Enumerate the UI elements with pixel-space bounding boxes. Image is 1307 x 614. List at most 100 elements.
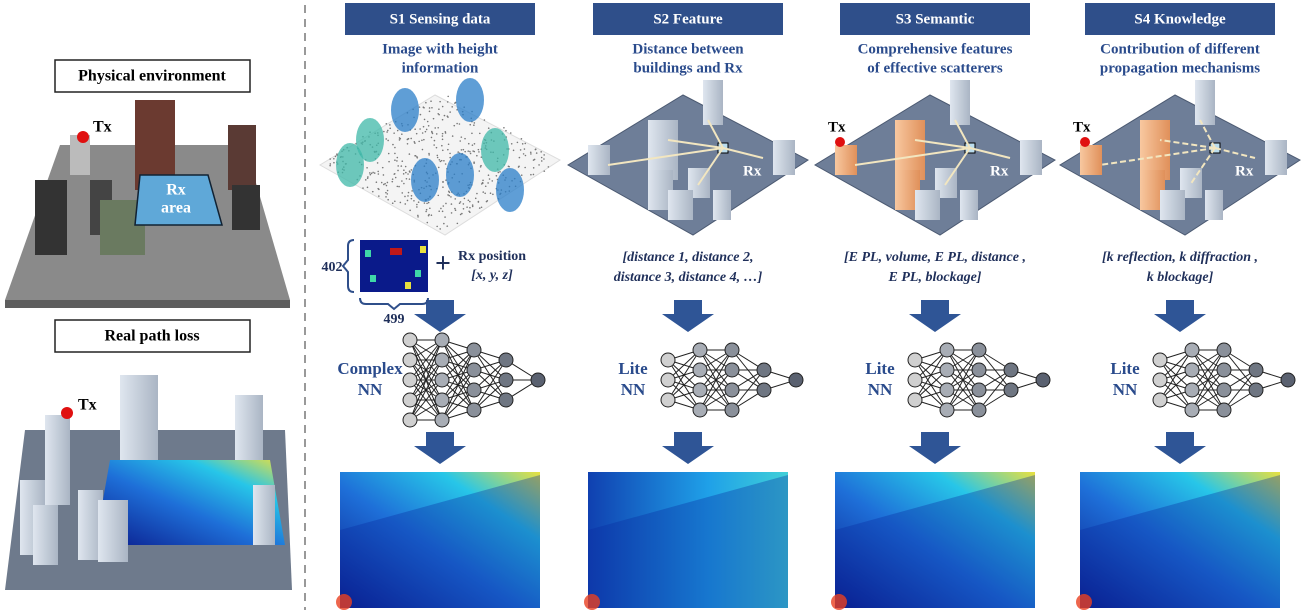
point [533, 167, 535, 169]
point [543, 154, 545, 156]
scene-tx: Tx [1073, 119, 1091, 135]
point [394, 153, 396, 155]
arrow [909, 432, 961, 464]
point [445, 203, 447, 205]
point [443, 223, 445, 225]
point [447, 149, 449, 151]
nn-node [972, 363, 986, 377]
caption: buildings and Rx [633, 60, 743, 76]
nn-node [693, 363, 707, 377]
input-cell [405, 282, 411, 289]
building [98, 500, 128, 562]
point [524, 143, 526, 145]
point [442, 135, 444, 137]
point [450, 196, 452, 198]
point [489, 178, 491, 180]
real-title: Real path loss [104, 328, 199, 345]
point [454, 198, 456, 200]
point [391, 181, 393, 183]
point [385, 138, 387, 140]
point [408, 192, 410, 194]
point [330, 163, 332, 165]
point [365, 179, 367, 181]
building [1265, 140, 1287, 175]
point [488, 174, 490, 176]
point [411, 198, 413, 200]
point [464, 138, 466, 140]
point [336, 153, 338, 155]
dim-label: 499 [384, 312, 405, 327]
point [407, 195, 409, 197]
arrow [1154, 432, 1206, 464]
point [518, 166, 520, 168]
point [530, 153, 532, 155]
point [461, 149, 463, 151]
point [456, 123, 458, 125]
point [439, 101, 441, 103]
point [387, 182, 389, 184]
point [433, 144, 435, 146]
point [453, 125, 455, 127]
point [386, 193, 388, 195]
point [490, 192, 492, 194]
point [436, 133, 438, 135]
point [423, 126, 425, 128]
point [423, 107, 425, 109]
point [392, 202, 394, 204]
point [335, 156, 337, 158]
building [713, 190, 731, 220]
point [474, 143, 476, 145]
building [228, 125, 256, 190]
nn-label: Lite [618, 359, 648, 378]
point [548, 166, 550, 168]
point [480, 166, 482, 168]
point [472, 204, 474, 206]
point [449, 111, 451, 113]
stage-title: S2 Feature [653, 11, 723, 27]
point [367, 187, 369, 189]
stage-title: S3 Semantic [896, 11, 975, 27]
point [475, 198, 477, 200]
point [416, 206, 418, 208]
nn-label: Complex [337, 359, 403, 378]
building [588, 145, 610, 175]
nn-node [940, 363, 954, 377]
point [426, 209, 428, 211]
building [35, 180, 67, 255]
point [441, 145, 443, 147]
point [464, 151, 466, 153]
point [404, 203, 406, 205]
point [442, 119, 444, 121]
point [422, 149, 424, 151]
nn-node [435, 393, 449, 407]
point [387, 199, 389, 201]
point [439, 228, 441, 230]
nn-node [1185, 383, 1199, 397]
cluster [446, 153, 474, 197]
nn-node [435, 413, 449, 427]
point [387, 130, 389, 132]
nn-node [972, 403, 986, 417]
point [469, 124, 471, 126]
point [438, 108, 440, 110]
nn-label: NN [1113, 380, 1138, 399]
point [377, 162, 379, 164]
point [524, 148, 526, 150]
point [503, 127, 505, 129]
point [427, 222, 429, 224]
point [410, 138, 412, 140]
point [399, 138, 401, 140]
nn-node [499, 393, 513, 407]
point [393, 132, 395, 134]
nn-node [940, 403, 954, 417]
point [396, 160, 398, 162]
nn-node [1249, 363, 1263, 377]
building [235, 395, 263, 460]
point [519, 157, 521, 159]
point [481, 183, 483, 185]
caption: information [402, 60, 479, 76]
point [403, 183, 405, 185]
point [442, 149, 444, 151]
point [505, 130, 507, 132]
brace [360, 298, 428, 309]
